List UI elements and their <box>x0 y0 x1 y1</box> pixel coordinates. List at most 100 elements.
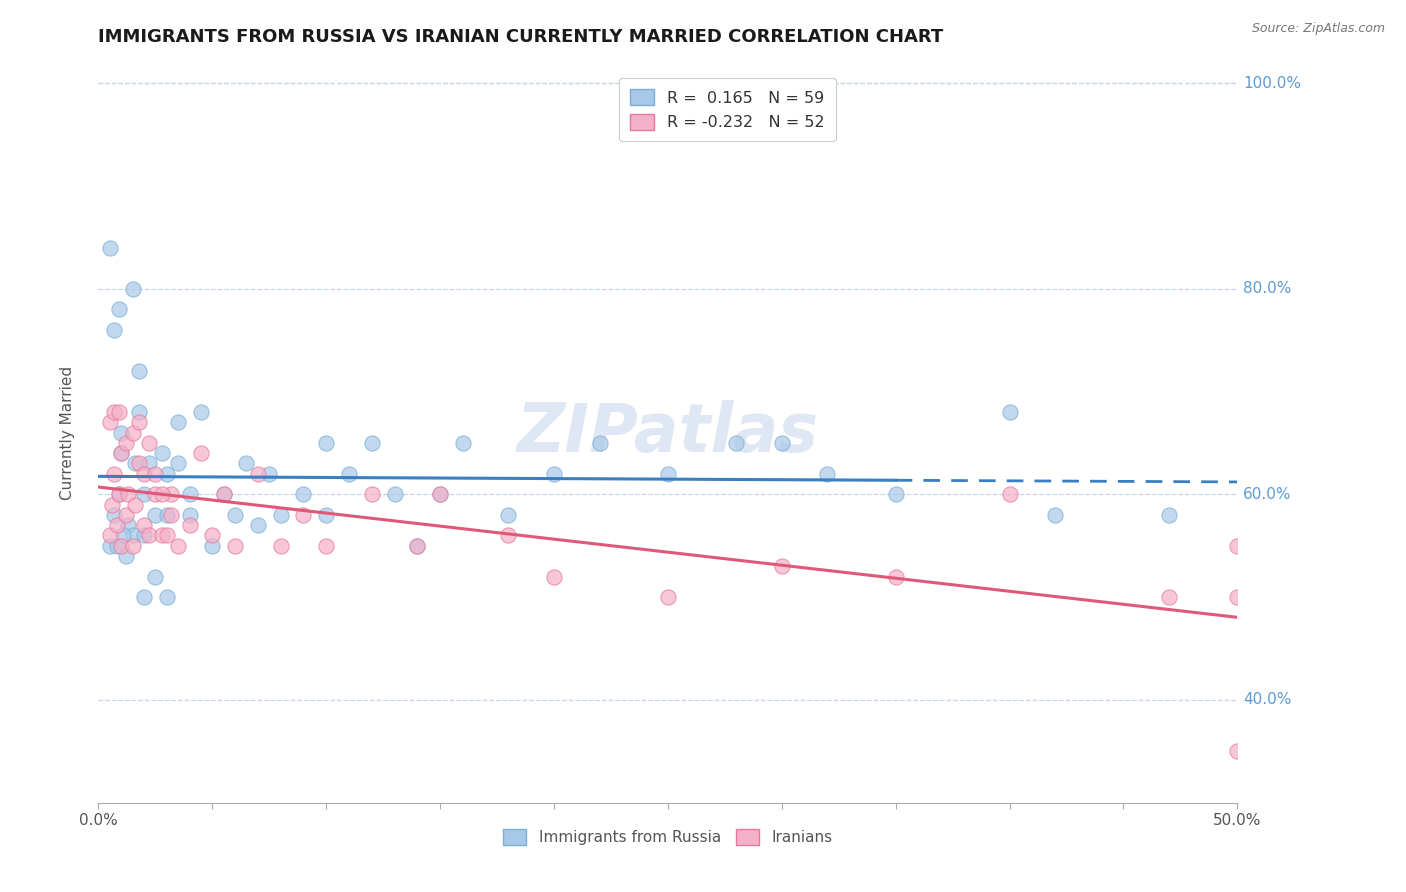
Point <box>451 436 474 450</box>
Point <box>657 467 679 481</box>
Point <box>406 539 429 553</box>
Point <box>98 528 121 542</box>
Point <box>121 528 143 542</box>
Point <box>201 539 224 553</box>
Text: ZIPatlas: ZIPatlas <box>517 400 818 466</box>
Point <box>156 528 179 542</box>
Point <box>770 436 793 450</box>
Point <box>167 539 190 553</box>
Point <box>179 518 201 533</box>
Point <box>160 487 183 501</box>
Point <box>179 508 201 522</box>
Point <box>498 508 520 522</box>
Point <box>145 569 167 583</box>
Point <box>101 498 124 512</box>
Point <box>315 436 337 450</box>
Point <box>132 528 155 542</box>
Point <box>360 487 382 501</box>
Point <box>138 457 160 471</box>
Point <box>167 457 190 471</box>
Point <box>1226 590 1249 604</box>
Point <box>128 415 150 429</box>
Point <box>292 487 315 501</box>
Point <box>150 446 173 460</box>
Point <box>224 539 246 553</box>
Point <box>124 498 146 512</box>
Text: Source: ZipAtlas.com: Source: ZipAtlas.com <box>1251 22 1385 36</box>
Point <box>384 487 406 501</box>
Point <box>110 425 132 440</box>
Point <box>138 528 160 542</box>
Point <box>114 508 136 522</box>
Point <box>429 487 451 501</box>
Point <box>132 487 155 501</box>
Point <box>103 323 125 337</box>
Point <box>998 405 1021 419</box>
Point <box>103 405 125 419</box>
Point <box>201 528 224 542</box>
Point <box>145 487 167 501</box>
Point <box>406 539 429 553</box>
Point <box>150 487 173 501</box>
Point <box>190 405 212 419</box>
Point <box>110 446 132 460</box>
Point <box>121 425 143 440</box>
Point <box>167 415 190 429</box>
Point <box>725 436 748 450</box>
Point <box>543 467 565 481</box>
Point <box>132 518 155 533</box>
Point <box>179 487 201 501</box>
Text: 40.0%: 40.0% <box>1243 692 1291 707</box>
Point <box>108 487 131 501</box>
Point <box>156 590 179 604</box>
Point <box>98 415 121 429</box>
Point <box>884 569 907 583</box>
Point <box>150 528 173 542</box>
Point <box>114 549 136 563</box>
Point <box>270 539 292 553</box>
Point <box>145 467 167 481</box>
Point <box>815 467 838 481</box>
Point <box>1226 744 1249 758</box>
Point <box>1157 590 1180 604</box>
Point <box>270 508 292 522</box>
Point <box>132 467 155 481</box>
Point <box>108 487 131 501</box>
Point <box>212 487 235 501</box>
Point <box>156 508 179 522</box>
Point <box>498 528 520 542</box>
Point <box>998 487 1021 501</box>
Point <box>543 569 565 583</box>
Point <box>1043 508 1066 522</box>
Point <box>246 518 269 533</box>
Point <box>112 528 135 542</box>
Point <box>110 539 132 553</box>
Point <box>190 446 212 460</box>
Point <box>156 467 179 481</box>
Point <box>105 518 128 533</box>
Point <box>108 405 131 419</box>
Point <box>884 487 907 501</box>
Point <box>98 539 121 553</box>
Legend: Immigrants from Russia, Iranians: Immigrants from Russia, Iranians <box>495 820 841 855</box>
Point <box>98 240 121 255</box>
Point <box>128 457 150 471</box>
Point <box>121 539 143 553</box>
Point <box>117 487 139 501</box>
Text: IMMIGRANTS FROM RUSSIA VS IRANIAN CURRENTLY MARRIED CORRELATION CHART: IMMIGRANTS FROM RUSSIA VS IRANIAN CURREN… <box>98 28 943 45</box>
Point <box>114 436 136 450</box>
Point <box>315 508 337 522</box>
Point <box>292 508 315 522</box>
Point <box>1157 508 1180 522</box>
Text: 100.0%: 100.0% <box>1243 76 1301 90</box>
Point <box>105 539 128 553</box>
Point <box>108 302 131 317</box>
Point <box>235 457 257 471</box>
Point <box>110 446 132 460</box>
Point <box>1226 539 1249 553</box>
Point <box>246 467 269 481</box>
Point <box>259 467 281 481</box>
Point <box>128 405 150 419</box>
Point <box>360 436 382 450</box>
Point <box>160 508 183 522</box>
